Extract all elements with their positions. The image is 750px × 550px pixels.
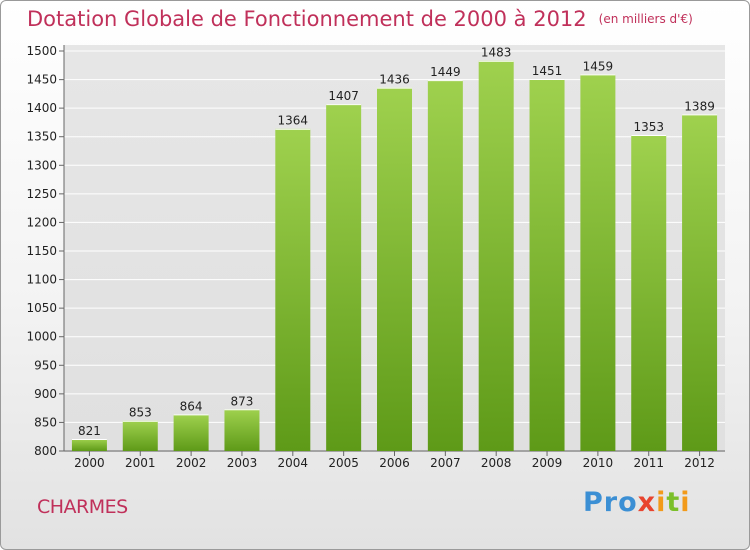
x-tick-label: 2003 (227, 456, 258, 470)
bar (478, 60, 514, 451)
x-tick-label: 2010 (583, 456, 614, 470)
bar (682, 114, 718, 451)
x-tick-label: 2009 (532, 456, 563, 470)
y-tick-label: 850 (34, 415, 57, 429)
x-tick-label: 2001 (125, 456, 156, 470)
x-tick-label: 2000 (74, 456, 105, 470)
y-tick-label: 1100 (26, 273, 57, 287)
y-tick-label: 1400 (26, 101, 57, 115)
x-tick-label: 2012 (684, 456, 715, 470)
x-tick-label: 2005 (328, 456, 359, 470)
bar-value-label: 1451 (532, 64, 563, 78)
bar-value-label: 1459 (583, 59, 614, 73)
bar (275, 128, 311, 451)
bar-value-label: 873 (231, 394, 254, 408)
bar (326, 104, 362, 452)
chart-title: Dotation Globale de Fonctionnement de 20… (27, 7, 693, 31)
proxiti-logo: Proxiti (583, 487, 691, 518)
bar-value-labels: 821 853 864 873 1364 1407 1436 1449 1483 1451 1459… (78, 46, 715, 438)
y-tick-label: 800 (34, 444, 57, 458)
y-tick-label: 1000 (26, 330, 57, 344)
y-tick-label: 1150 (26, 244, 57, 258)
bar (427, 80, 463, 452)
bar (631, 135, 667, 451)
x-tick-label: 2007 (430, 456, 461, 470)
bar-value-label: 1389 (684, 99, 715, 113)
bar-value-label: 853 (129, 406, 152, 420)
bar-value-label: 1407 (328, 89, 359, 103)
y-tick-label: 1350 (26, 130, 57, 144)
bar-value-label: 864 (180, 399, 203, 413)
x-tick-label: 2011 (633, 456, 664, 470)
y-axis-labels: 800 850 900 950 1000 1050 1100 1150 1200 1250 1300… (26, 44, 57, 458)
x-axis-labels: 2000 2001 2002 2003 2004 2005 2006 2007 2008 2009… (74, 456, 715, 470)
bar-value-label: 1364 (278, 114, 309, 128)
y-tick-label: 1250 (26, 187, 57, 201)
bar (173, 414, 209, 451)
bar-value-label: 1483 (481, 46, 512, 60)
bar (224, 409, 260, 451)
chart-unit-label: (en milliers d'€) (598, 12, 693, 26)
bar-value-label: 1436 (379, 73, 410, 87)
x-tick-label: 2002 (176, 456, 207, 470)
x-tick-label: 2006 (379, 456, 410, 470)
y-tick-label: 1300 (26, 158, 57, 172)
bar-value-label: 821 (78, 424, 101, 438)
bars (71, 60, 718, 452)
x-tick-label: 2008 (481, 456, 512, 470)
bar (71, 439, 107, 451)
y-tick-label: 1200 (26, 215, 57, 229)
y-tick-label: 1500 (26, 44, 57, 58)
y-tick-label: 900 (34, 387, 57, 401)
commune-name: CHARMES (37, 496, 128, 518)
y-tick-label: 1450 (26, 73, 57, 87)
x-tick-label: 2004 (278, 456, 309, 470)
bar (122, 420, 158, 451)
bar-value-label: 1449 (430, 65, 461, 79)
bar (377, 87, 412, 452)
bar (580, 74, 616, 451)
bar-value-label: 1353 (633, 120, 664, 134)
bar (529, 79, 565, 451)
y-tick-label: 950 (34, 358, 57, 372)
y-tick-label: 1050 (26, 301, 57, 315)
